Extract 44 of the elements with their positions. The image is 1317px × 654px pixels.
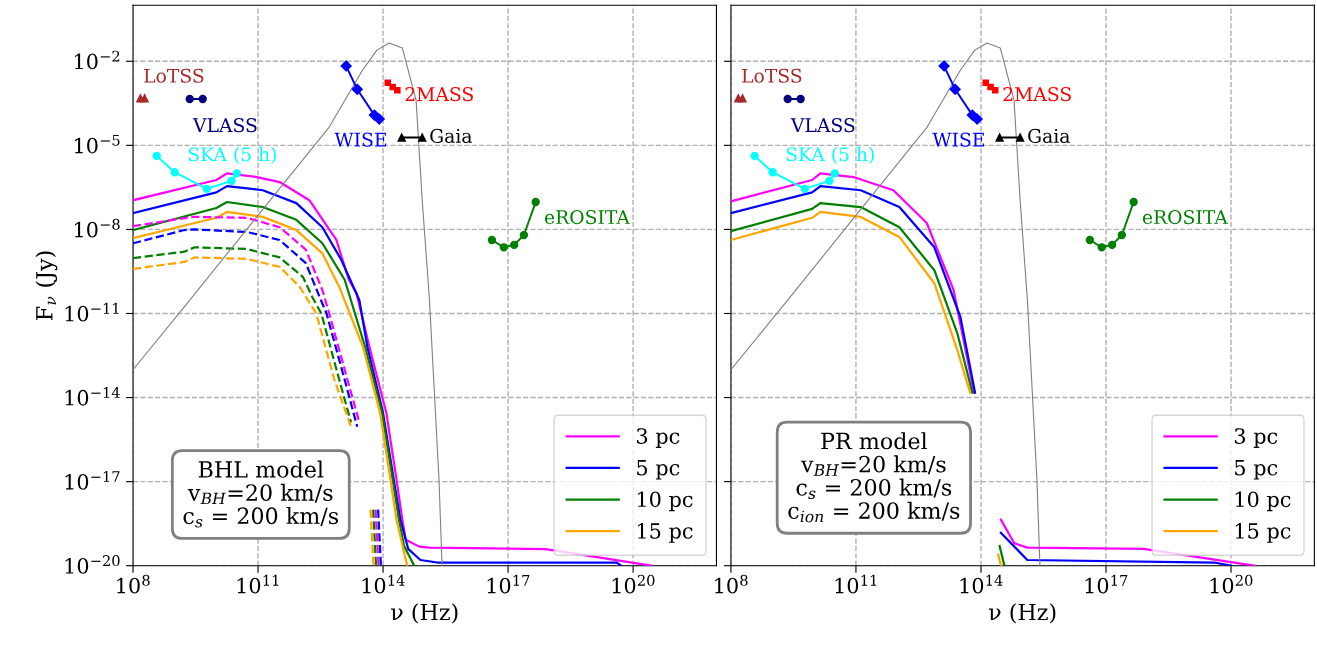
y-tick-label: 10$^{−14}$ (65, 386, 120, 406)
legend-label: 5 pc (1235, 460, 1278, 480)
legend-label: 5 pc (637, 460, 680, 480)
y-axis-title: F$_{ν}$ (Jy) (35, 251, 58, 321)
series-label: eROSITA (1142, 209, 1228, 225)
x-tick-label: 10$^{14}$ (960, 574, 1003, 594)
y-tick-label: 10$^{−5}$ (75, 134, 120, 154)
series-label: WISE (932, 132, 984, 147)
legend-label: 10 pc (1235, 491, 1291, 512)
y-tick-label: 10$^{−2}$ (75, 50, 120, 70)
series-label: VLASS (790, 118, 855, 133)
x-tick-label: 10$^{20}$ (612, 574, 655, 594)
series-label: SKA (5 h) (786, 146, 874, 164)
x-tick-label: 10$^{8}$ (117, 574, 150, 594)
text: PR model v$_{BH}$=20 km/s c$_{s}$ = 200 km/s c$_{ion}$ = 200 km/s (788, 432, 960, 523)
x-tick-label: 10$^{17}$ (487, 574, 530, 594)
y-tick-label: 10$^{−17}$ (65, 471, 120, 490)
series-label: LoTSS (144, 68, 204, 83)
y-tick-label: 10$^{−20}$ (65, 555, 120, 574)
series-label: SKA (5 h) (188, 146, 276, 164)
legend-label: 3 pc (636, 428, 680, 448)
series-label: WISE (334, 132, 387, 147)
legend-label: 15 pc (1235, 523, 1291, 543)
x-tick-label: 10$^{11}$ (835, 574, 877, 594)
x-tick-label: 10$^{14}$ (362, 574, 405, 594)
x-axis-title: ν (Hz) (988, 603, 1056, 624)
series-label: eROSITA (544, 209, 631, 225)
series-label: 2MASS (1003, 87, 1071, 102)
text: BHL model v$_{BH}$=20 km/s c$_{s}$ = 200 km/s (183, 460, 339, 528)
series-label: Gaia (1028, 128, 1070, 143)
x-tick-label: 10$^{11}$ (237, 574, 279, 594)
x-tick-label: 10$^{8}$ (715, 574, 748, 594)
series-label: 2MASS (405, 87, 473, 102)
legend-label: 15 pc (637, 523, 693, 543)
legend-label: 3 pc (1234, 428, 1278, 448)
series-label: LoTSS (742, 68, 802, 83)
legend-label: 10 pc (637, 491, 693, 512)
series-label: Gaia (430, 128, 472, 143)
series-label: VLASS (192, 118, 257, 133)
x-tick-label: 10$^{17}$ (1085, 574, 1128, 594)
x-tick-label: 10$^{20}$ (1210, 574, 1253, 594)
x-axis-title: ν (Hz) (391, 603, 458, 624)
y-tick-label: 10$^{−8}$ (75, 218, 120, 238)
y-tick-label: 10$^{−11}$ (65, 302, 119, 322)
